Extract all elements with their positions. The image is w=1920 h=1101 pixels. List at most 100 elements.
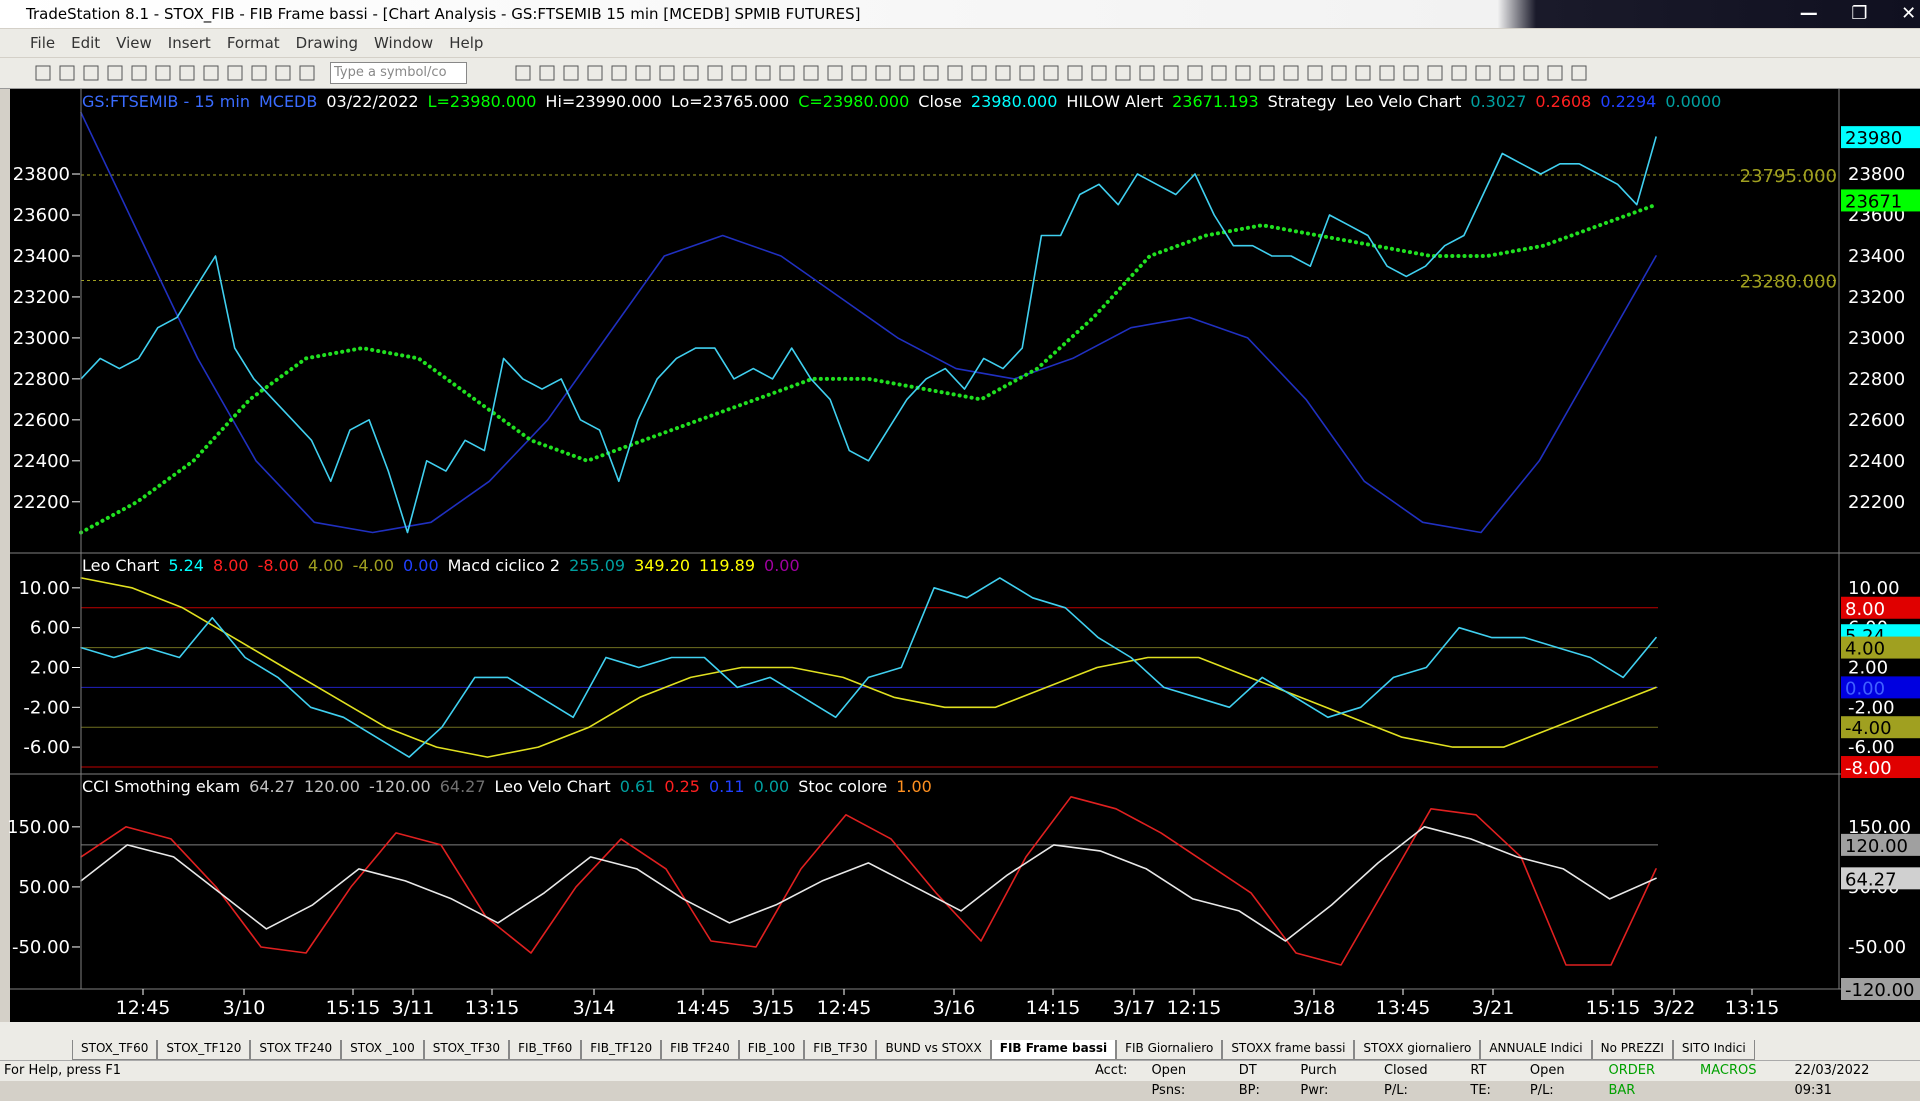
- sheet-tab[interactable]: ANNUALE Indici: [1480, 1040, 1592, 1060]
- toolbar-icon[interactable]: [851, 65, 867, 81]
- menu-item[interactable]: View: [116, 34, 152, 52]
- toolbar-icon[interactable]: [563, 65, 579, 81]
- toolbar-icon[interactable]: [1403, 65, 1419, 81]
- menu-item[interactable]: Drawing: [295, 34, 359, 52]
- toolbar-icon[interactable]: [683, 65, 699, 81]
- menu-item[interactable]: Edit: [71, 34, 101, 52]
- sheet-tab[interactable]: STOXX frame bassi: [1222, 1040, 1355, 1060]
- toolbar-icon[interactable]: [59, 65, 75, 81]
- toolbar-icon[interactable]: [1331, 65, 1347, 81]
- toolbar-icon[interactable]: [635, 65, 651, 81]
- x-tick-label: 15:15: [326, 997, 381, 1019]
- menu-item[interactable]: Window: [374, 34, 434, 52]
- price-label-box: [1841, 596, 1920, 619]
- toolbar-icon[interactable]: [827, 65, 843, 81]
- toolbar-icon[interactable]: [131, 65, 147, 81]
- toolbar-icon[interactable]: [1091, 65, 1107, 81]
- toolbar-icon[interactable]: [1043, 65, 1059, 81]
- macros: MACROS: [1699, 1063, 1757, 1078]
- toolbar-icon[interactable]: [539, 65, 555, 81]
- toolbar-icon[interactable]: [1499, 65, 1515, 81]
- toolbar-icon[interactable]: [1475, 65, 1491, 81]
- toolbar-icon[interactable]: [515, 65, 531, 81]
- indicator-header: 0.00: [764, 556, 800, 575]
- toolbar-icon[interactable]: [899, 65, 915, 81]
- toolbar-icon[interactable]: [995, 65, 1011, 81]
- sheet-tab[interactable]: STOXX giornaliero: [1354, 1040, 1481, 1060]
- toolbar-icon[interactable]: [1307, 65, 1323, 81]
- symbol-input[interactable]: Type a symbol/co: [330, 62, 467, 84]
- menu-item[interactable]: Insert: [167, 34, 211, 52]
- indicator-line: [79, 202, 1658, 535]
- toolbar-icon[interactable]: [1187, 65, 1203, 81]
- toolbar-icon[interactable]: [803, 65, 819, 81]
- toolbar-icon[interactable]: [1235, 65, 1251, 81]
- sheet-tab[interactable]: STOX_TF30: [423, 1040, 510, 1060]
- toolbar-icon[interactable]: [1283, 65, 1299, 81]
- sheet-tab[interactable]: SITO Indici: [1672, 1040, 1755, 1060]
- sheet-tab[interactable]: FIB_TF120: [581, 1040, 662, 1060]
- toolbar-icon[interactable]: [779, 65, 795, 81]
- sheet-tab[interactable]: No PREZZI: [1591, 1040, 1673, 1060]
- sheet-tab[interactable]: FIB_TF30: [804, 1040, 877, 1060]
- close[interactable]: ✕: [1901, 3, 1917, 24]
- toolbar-icon[interactable]: [1115, 65, 1131, 81]
- sheet-tab[interactable]: FIB_100: [738, 1040, 805, 1060]
- toolbar-icon[interactable]: [1067, 65, 1083, 81]
- sheet-tab[interactable]: STOX_TF120: [157, 1040, 251, 1060]
- maximize[interactable]: ❐: [1851, 3, 1868, 24]
- toolbar-icon[interactable]: [875, 65, 891, 81]
- toolbar-icon[interactable]: [755, 65, 771, 81]
- toolbar-icon[interactable]: [1211, 65, 1227, 81]
- toolbar-icon[interactable]: [923, 65, 939, 81]
- toolbar-icon[interactable]: [1259, 65, 1275, 81]
- toolbar-icon[interactable]: [35, 65, 51, 81]
- toolbar-icon[interactable]: [1355, 65, 1371, 81]
- price-label: -8.00: [1845, 758, 1892, 779]
- toolbar-icon[interactable]: [1379, 65, 1395, 81]
- x-tick-label: 3/21: [1472, 997, 1515, 1019]
- scrollbar[interactable]: [0, 1022, 1920, 1040]
- toolbar-icon[interactable]: [1163, 65, 1179, 81]
- toolbar-icon[interactable]: [971, 65, 987, 81]
- sheet-tab[interactable]: STOX TF240: [250, 1040, 342, 1060]
- sheet-tab[interactable]: STOX_TF60: [72, 1040, 158, 1060]
- sheet-tab[interactable]: FIB_TF60: [509, 1040, 582, 1060]
- toolbar-icon[interactable]: [83, 65, 99, 81]
- price-label-box: [1841, 978, 1920, 1000]
- y-tick-label: -2.00: [23, 697, 70, 718]
- toolbar-icon[interactable]: [155, 65, 171, 81]
- menu-item[interactable]: File: [30, 34, 56, 52]
- sheet-tab[interactable]: STOX _100: [341, 1040, 424, 1060]
- toolbar-icon[interactable]: [731, 65, 747, 81]
- toolbar-icon[interactable]: [587, 65, 603, 81]
- y-tick-label: -50.00: [12, 937, 70, 958]
- toolbar-icon[interactable]: [1547, 65, 1563, 81]
- toolbar-icon[interactable]: [179, 65, 195, 81]
- sheet-tab[interactable]: BUND vs STOXX: [876, 1040, 991, 1060]
- toolbar-icon[interactable]: [107, 65, 123, 81]
- menu-item[interactable]: Format: [226, 34, 280, 52]
- toolbar-icon[interactable]: [299, 65, 315, 81]
- x-tick-label: 12:45: [817, 997, 872, 1019]
- sheet-tab[interactable]: FIB Giornaliero: [1116, 1040, 1223, 1060]
- toolbar-icon[interactable]: [1451, 65, 1467, 81]
- toolbar-icon[interactable]: [227, 65, 243, 81]
- minimize[interactable]: —: [1799, 3, 1818, 24]
- toolbar-icon[interactable]: [1139, 65, 1155, 81]
- toolbar-icon[interactable]: [1571, 65, 1587, 81]
- y-tick-label-right: 150.00: [1848, 817, 1911, 838]
- toolbar-icon[interactable]: [203, 65, 219, 81]
- toolbar-icon[interactable]: [947, 65, 963, 81]
- toolbar-icon[interactable]: [659, 65, 675, 81]
- toolbar-icon[interactable]: [1523, 65, 1539, 81]
- toolbar-icon[interactable]: [611, 65, 627, 81]
- toolbar-icon[interactable]: [1019, 65, 1035, 81]
- toolbar-icon[interactable]: [275, 65, 291, 81]
- toolbar-icon[interactable]: [1427, 65, 1443, 81]
- sheet-tab[interactable]: FIB TF240: [661, 1040, 739, 1060]
- toolbar-icon[interactable]: [251, 65, 267, 81]
- toolbar-icon[interactable]: [707, 65, 723, 81]
- menu-item[interactable]: Help: [449, 34, 484, 52]
- sheet-tab[interactable]: FIB Frame bassi: [990, 1040, 1117, 1060]
